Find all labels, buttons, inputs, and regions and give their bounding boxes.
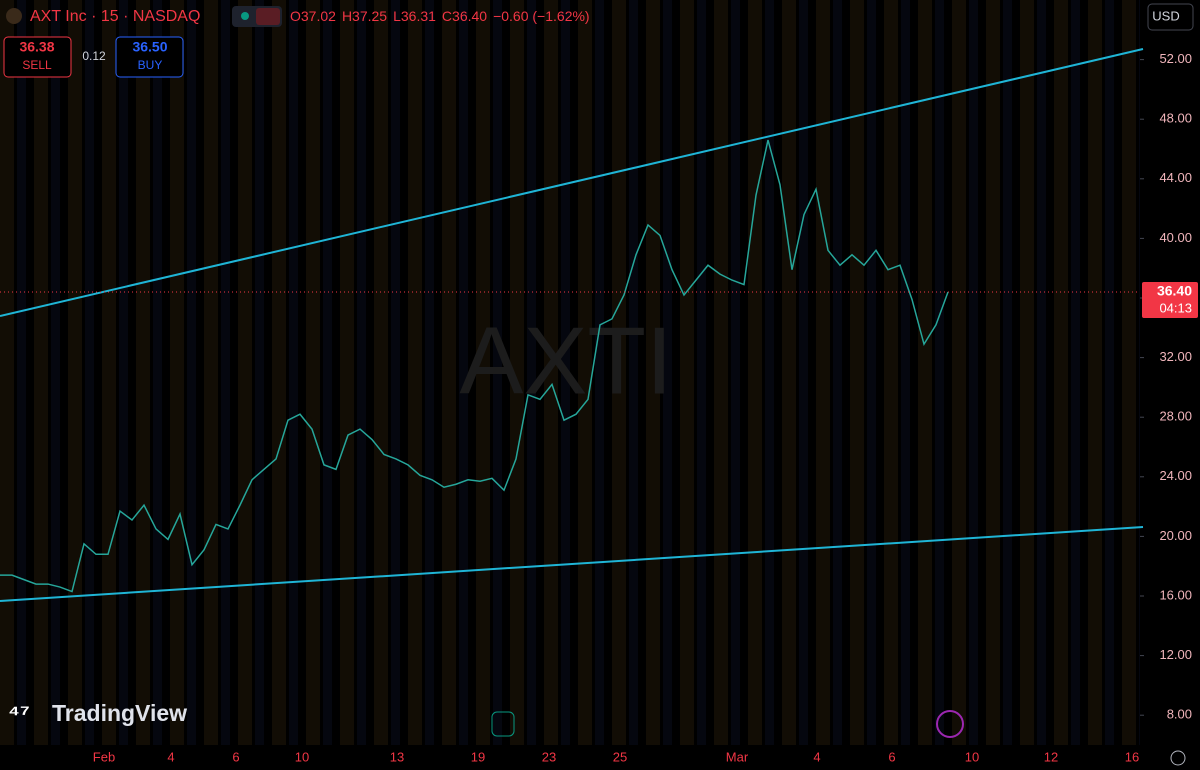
- buy-price[interactable]: 36.50: [132, 39, 167, 55]
- x-tick-label: 4: [167, 749, 174, 764]
- y-tick-label: 32.00: [1159, 349, 1192, 364]
- legend-item: L36.31: [393, 8, 436, 24]
- y-tick-label: 16.00: [1159, 587, 1192, 602]
- legend-item: C36.40: [442, 8, 487, 24]
- y-tick-label: 44.00: [1159, 170, 1192, 185]
- settings-icon[interactable]: [1170, 750, 1186, 766]
- x-tick-label: 6: [232, 749, 239, 764]
- sell-price[interactable]: 36.38: [19, 39, 54, 55]
- buy-label[interactable]: BUY: [138, 58, 163, 72]
- y-tick-label: 24.00: [1159, 468, 1192, 483]
- price-line: [0, 139, 949, 593]
- x-tick-label: 23: [542, 749, 556, 764]
- x-tick-label: 13: [390, 749, 404, 764]
- symbol-title[interactable]: AXT Inc · 15 · NASDAQ: [30, 8, 200, 25]
- x-tick-label: 10: [965, 749, 979, 764]
- watermark: AXTI: [459, 307, 672, 414]
- y-tick-label: 8.00: [1167, 707, 1192, 722]
- y-tick-label: 40.00: [1159, 230, 1192, 245]
- legend-item: O37.02: [290, 8, 336, 24]
- spread: 0.12: [82, 49, 106, 63]
- y-tick-label: 28.00: [1159, 409, 1192, 424]
- last-price-label: 36.40: [1157, 283, 1192, 299]
- y-tick-label: 52.00: [1159, 51, 1192, 66]
- brand-name[interactable]: TradingView: [52, 700, 187, 726]
- x-tick-label: 4: [813, 749, 820, 764]
- y-tick-label: 20.00: [1159, 528, 1192, 543]
- delay-badge: [256, 8, 280, 25]
- ohlc-legend: O37.02 H37.25 L36.31 C36.40 −0.60 (−1.62%): [290, 8, 590, 24]
- legend-item: −0.60 (−1.62%): [493, 8, 590, 24]
- x-tick-label: 19: [471, 749, 485, 764]
- x-tick-label: 10: [295, 749, 309, 764]
- x-tick-label: 6: [888, 749, 895, 764]
- symbol-logo[interactable]: [6, 8, 22, 24]
- session-background: [0, 0, 1140, 745]
- sell-label[interactable]: SELL: [22, 58, 52, 72]
- buy-button[interactable]: [115, 36, 184, 78]
- currency-button[interactable]: [1147, 3, 1194, 31]
- countdown: 04:13: [1159, 300, 1192, 315]
- x-tick-label: 16: [1125, 749, 1139, 764]
- trend-line[interactable]: [0, 48, 1144, 317]
- x-tick-label: Mar: [726, 749, 749, 764]
- currency[interactable]: USD: [1152, 8, 1179, 23]
- last-price-box: [1142, 282, 1198, 319]
- y-tick-label: 12.00: [1159, 647, 1192, 662]
- legend-item: H37.25: [342, 8, 387, 24]
- y-tick-label: 48.00: [1159, 111, 1192, 126]
- price-axis: [1140, 0, 1200, 770]
- x-tick-label: Feb: [93, 749, 115, 764]
- earnings-icon[interactable]: [491, 711, 515, 737]
- market-open-dot: [241, 12, 249, 20]
- x-tick-label: 12: [1044, 749, 1058, 764]
- brand-logo[interactable]: ⁴⁷: [8, 700, 30, 727]
- trend-line[interactable]: [0, 526, 1144, 602]
- sell-button[interactable]: [3, 36, 72, 78]
- events-icon[interactable]: [936, 710, 964, 738]
- x-tick-label: 25: [613, 749, 627, 764]
